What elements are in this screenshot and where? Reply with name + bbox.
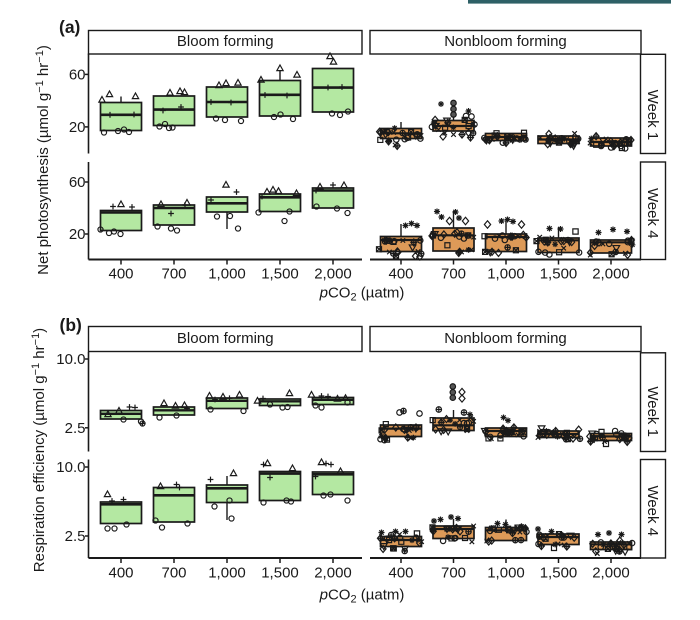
svg-text:1,500: 1,500	[261, 266, 299, 283]
svg-text:60: 60	[69, 174, 86, 191]
svg-text:Week 4: Week 4	[644, 485, 661, 536]
svg-text:60: 60	[69, 67, 86, 84]
svg-text:Respiration efficiency (µmol g: Respiration efficiency (µmol g−1 hr−1)	[30, 328, 48, 572]
svg-text:1,500: 1,500	[540, 565, 578, 582]
svg-text:Bloom forming: Bloom forming	[177, 33, 274, 50]
svg-text:1,000: 1,000	[208, 266, 246, 283]
svg-text:400: 400	[108, 565, 133, 582]
svg-text:Week 1: Week 1	[644, 386, 661, 437]
svg-text:(b): (b)	[60, 315, 82, 335]
svg-text:Net photosynthesis (µmol g−1 h: Net photosynthesis (µmol g−1 hr−1)	[34, 45, 52, 275]
svg-text:20: 20	[69, 226, 86, 243]
svg-text:700: 700	[161, 266, 186, 283]
svg-text:2,000: 2,000	[314, 565, 352, 582]
svg-text:700: 700	[441, 266, 466, 283]
svg-text:700: 700	[441, 565, 466, 582]
svg-text:1,500: 1,500	[261, 565, 299, 582]
svg-text:1,000: 1,000	[487, 266, 525, 283]
svg-text:1,500: 1,500	[540, 266, 578, 283]
svg-text:1,000: 1,000	[487, 565, 525, 582]
svg-text:2,000: 2,000	[592, 266, 630, 283]
svg-text:Nonbloom forming: Nonbloom forming	[444, 330, 567, 347]
svg-text:2.5: 2.5	[65, 528, 86, 545]
svg-text:Week 4: Week 4	[644, 188, 661, 239]
svg-text:1,000: 1,000	[208, 565, 246, 582]
svg-text:2,000: 2,000	[314, 266, 352, 283]
svg-text:400: 400	[108, 266, 133, 283]
svg-text:Bloom forming: Bloom forming	[177, 330, 274, 347]
svg-text:10.0: 10.0	[56, 351, 85, 368]
svg-text:pCO2 (µatm): pCO2 (µatm)	[319, 285, 405, 304]
svg-text:400: 400	[388, 266, 413, 283]
svg-text:2,000: 2,000	[592, 565, 630, 582]
svg-text:Week 1: Week 1	[644, 90, 661, 141]
svg-text:(a): (a)	[59, 17, 80, 37]
svg-text:700: 700	[161, 565, 186, 582]
svg-text:2.5: 2.5	[65, 420, 86, 437]
svg-text:10.0: 10.0	[56, 459, 85, 476]
svg-text:Nonbloom forming: Nonbloom forming	[444, 33, 567, 50]
svg-text:400: 400	[388, 565, 413, 582]
svg-text:20: 20	[69, 119, 86, 136]
svg-text:pCO2 (µatm): pCO2 (µatm)	[319, 587, 405, 606]
